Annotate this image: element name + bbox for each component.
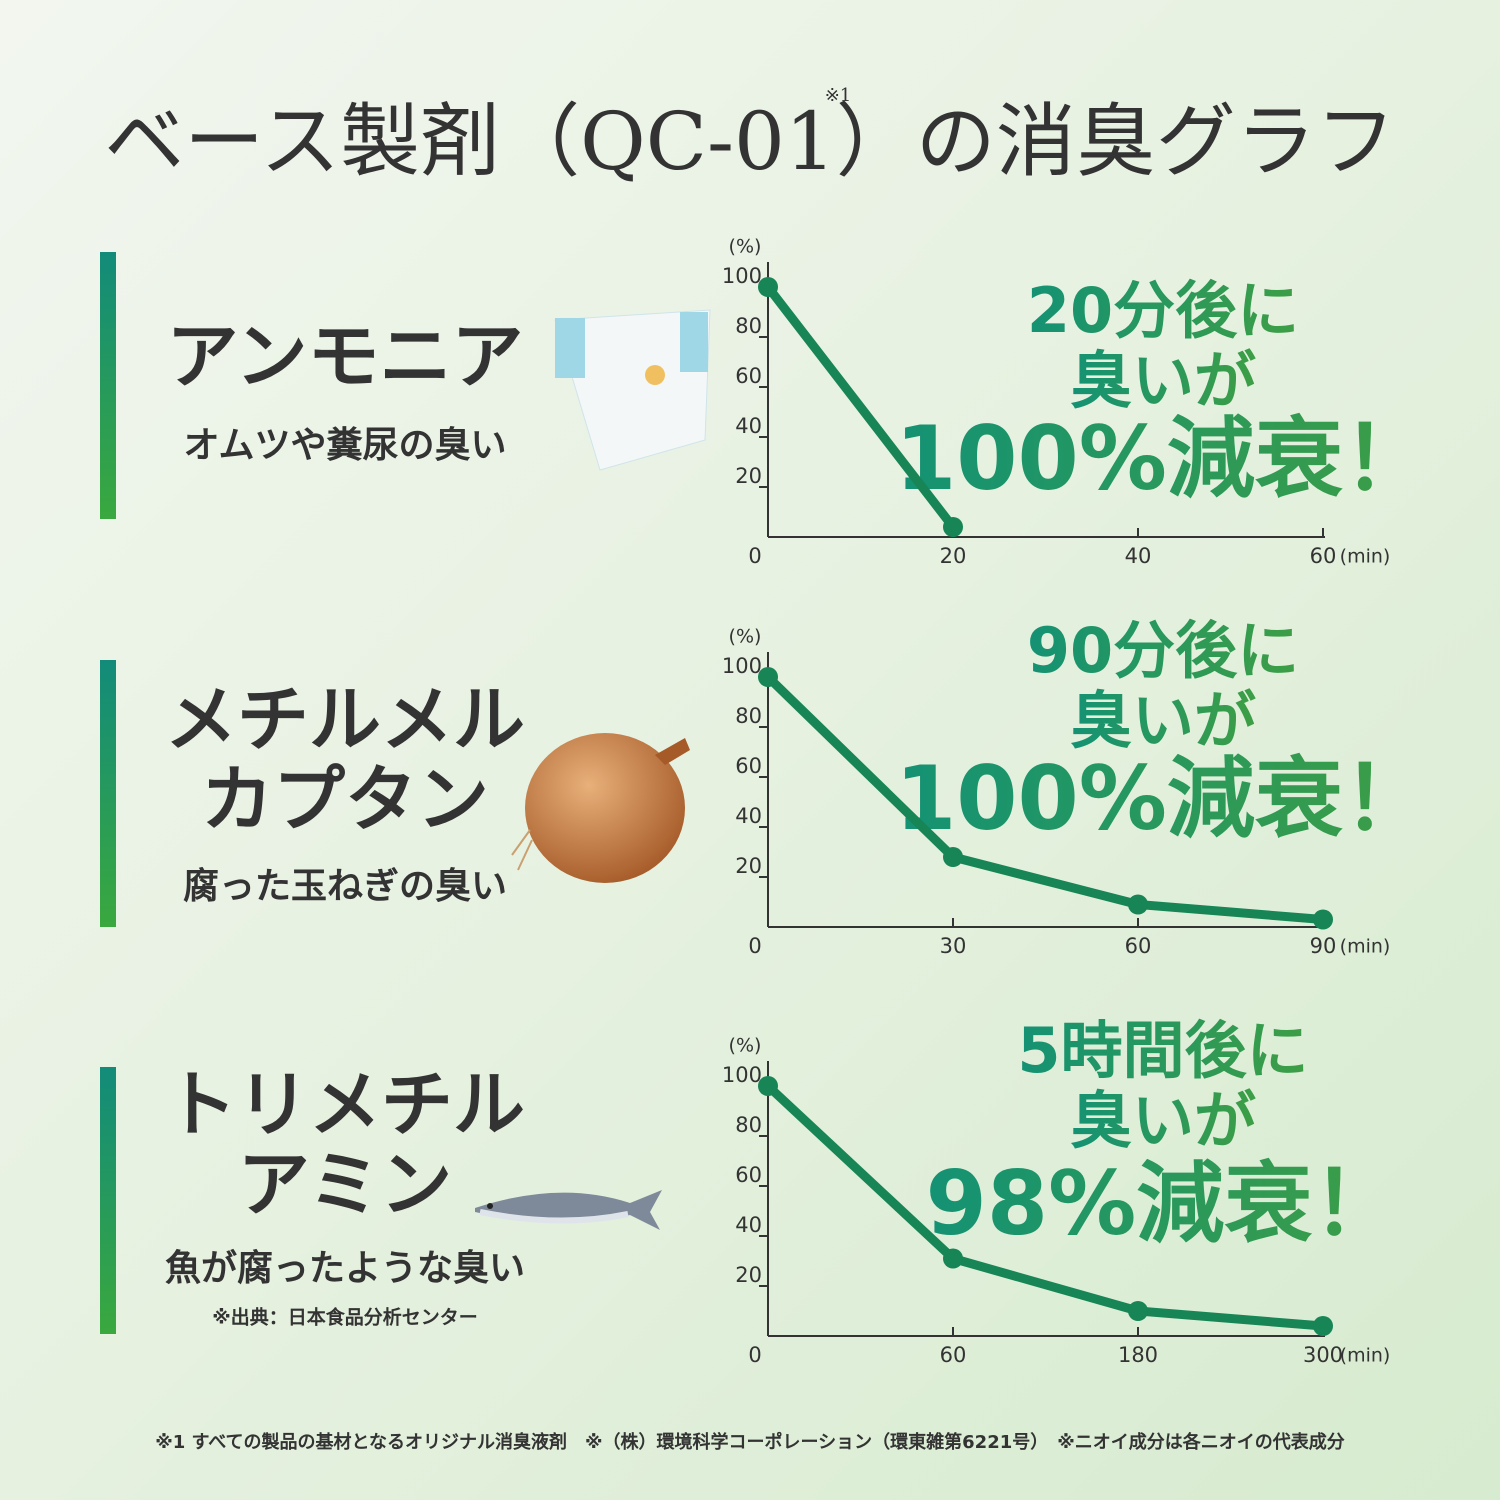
- y-tick-label: 60: [735, 1163, 762, 1187]
- section-bar: [100, 660, 116, 927]
- y-tick-label: 40: [735, 1213, 762, 1237]
- y-tick-label: 80: [735, 704, 762, 728]
- callout-text: 臭いが: [1070, 1084, 1256, 1157]
- callout-text: 5時間後に: [1017, 1014, 1308, 1087]
- footnote: ※1 すべての製品の基材となるオリジナル消臭液剤 ※（株）環境科学コーポレーショ…: [155, 1431, 1345, 1453]
- callout-text: 20分後に: [1027, 274, 1299, 347]
- odor-name: アミン: [238, 1143, 453, 1227]
- y-tick-label: 20: [735, 1263, 762, 1287]
- odor-description: 魚が腐ったような臭い: [165, 1248, 525, 1289]
- x-tick-label: 60: [1125, 934, 1152, 958]
- data-line: [764, 284, 957, 530]
- data-point: [1128, 894, 1148, 915]
- data-point: [943, 1248, 963, 1269]
- data-point: [758, 277, 778, 297]
- y-tick-label: 80: [735, 1113, 762, 1137]
- data-point: [758, 1076, 778, 1096]
- y-tick-label: 80: [735, 314, 762, 338]
- x-tick-label: 180: [1118, 1343, 1158, 1367]
- data-point: [1313, 1316, 1333, 1336]
- title: ベース製剤（QC-01）の消臭グラフ: [104, 95, 1396, 188]
- x-tick-label: 90: [1310, 934, 1337, 958]
- y-tick-label: 100: [722, 264, 762, 288]
- x-unit: (min): [1340, 936, 1391, 958]
- x-tick-label: 60: [940, 1343, 967, 1367]
- y-tick-label: 40: [735, 804, 762, 828]
- fish-image: [475, 1190, 662, 1230]
- callout-text: 100%減衰！: [895, 407, 1431, 510]
- section-bar: [100, 252, 116, 519]
- callout-text: 98%減衰！: [926, 1152, 1401, 1255]
- onion-image: [511, 733, 690, 883]
- x-unit: (min): [1340, 546, 1391, 568]
- data-line: [764, 673, 1324, 924]
- y-tick-label: 100: [722, 654, 762, 678]
- odor-name: カプタン: [201, 758, 489, 842]
- y-tick-label: 60: [735, 364, 762, 388]
- callout-text: 臭いが: [1070, 684, 1256, 757]
- callout-text: 90分後に: [1027, 614, 1299, 687]
- odor-name: トリメチル: [165, 1063, 525, 1147]
- data-point: [943, 517, 963, 537]
- section-bar: [100, 1067, 116, 1334]
- x-tick-label: 0: [748, 1343, 761, 1367]
- x-tick-label: 20: [940, 544, 967, 568]
- y-unit: (%): [729, 626, 762, 648]
- diaper-image: [554, 309, 711, 471]
- x-tick-label: 40: [1125, 544, 1152, 568]
- x-tick-label: 0: [748, 544, 761, 568]
- odor-description: 腐った玉ねぎの臭い: [183, 866, 507, 907]
- odor-name: メチルメル: [165, 678, 525, 762]
- y-tick-label: 20: [735, 854, 762, 878]
- data-point: [943, 847, 963, 867]
- title-note: ※1: [825, 85, 852, 106]
- x-unit: (min): [1340, 1345, 1391, 1367]
- y-unit: (%): [729, 236, 762, 258]
- odor-name: アンモニア: [166, 315, 523, 399]
- data-point: [1128, 1301, 1148, 1321]
- y-tick-label: 100: [722, 1063, 762, 1087]
- x-tick-label: 30: [940, 934, 967, 958]
- x-tick-label: 300: [1303, 1343, 1343, 1367]
- y-tick-label: 40: [735, 414, 762, 438]
- data-point: [758, 667, 778, 687]
- y-tick-label: 20: [735, 464, 762, 488]
- source-note: ※出典：日本食品分析センター: [212, 1306, 477, 1329]
- callout-text: 100%減衰！: [895, 747, 1431, 850]
- x-tick-label: 60: [1310, 544, 1337, 568]
- odor-description: オムツや糞尿の臭い: [184, 425, 507, 466]
- data-line: [764, 1082, 1324, 1331]
- callout-text: 臭いが: [1070, 344, 1256, 417]
- data-point: [1313, 909, 1333, 930]
- x-tick-label: 0: [748, 934, 761, 958]
- y-unit: (%): [729, 1035, 762, 1057]
- y-tick-label: 60: [735, 754, 762, 778]
